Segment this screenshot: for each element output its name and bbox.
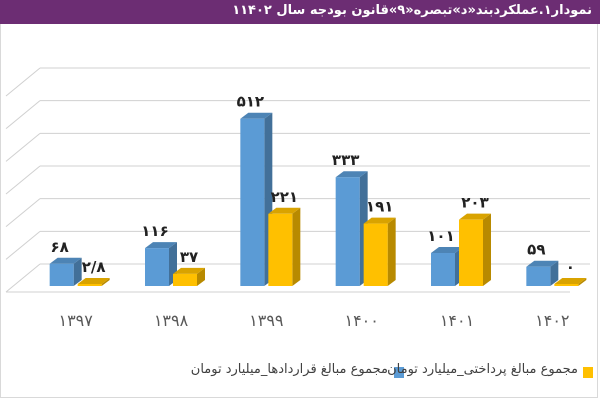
bar-top — [49, 257, 82, 264]
bar-chart: ۶۸ ۲/۸ ۱۱۶ ۳۷ ۵۱۲ ۲۲۱ ۳۳۳ ۱۹۱ ۱۰۱ ۲۰۳ ۵۹ ۰ ۱۳۹۷ ۱۳۹۸… — [5, 67, 590, 330]
legend-label-series1: مجموع مبالغ قراردادها_میلیارد تومان — [190, 362, 388, 377]
bar-2-0 — [77, 278, 110, 286]
bar-top — [173, 267, 205, 274]
bar-front — [173, 273, 197, 286]
legend: مجموع مبالغ قراردادها_میلیارد تومان مجمو… — [0, 358, 600, 386]
bar-top — [268, 207, 301, 214]
bar-2-3 — [363, 217, 396, 286]
grid-line-left — [5, 263, 41, 293]
bar-side — [101, 278, 110, 286]
bar-front — [240, 118, 265, 286]
data-label: ۲/۸ — [82, 258, 106, 276]
bar-front — [459, 219, 483, 286]
bar-top — [459, 213, 491, 220]
bar-top — [363, 217, 396, 224]
bar-1-0 — [49, 257, 82, 286]
category-label: ۱۴۰۱ — [440, 311, 474, 330]
legend-swatch-series1 — [394, 367, 404, 378]
bar-front — [335, 177, 360, 286]
data-label: ۶۸ — [51, 238, 69, 256]
bar-2-1 — [173, 267, 205, 286]
bar-side — [483, 213, 491, 286]
bar-front — [554, 284, 579, 286]
bar-side — [197, 267, 205, 286]
bar-2-5 — [554, 278, 587, 286]
bar-side — [578, 278, 587, 286]
category-label: ۱۴۰۰ — [344, 311, 378, 330]
grid-line-left — [5, 230, 41, 260]
bar-front — [77, 284, 102, 286]
bar-front — [145, 248, 169, 286]
bar-front — [268, 213, 293, 286]
legend-label-series2: مجموع مبالغ پرداختی_میلیارد تومان — [387, 362, 578, 377]
bar-top — [77, 278, 110, 284]
data-label: ۳۷ — [180, 248, 198, 266]
category-label: ۱۳۹۹ — [249, 311, 283, 330]
bar-1-5 — [526, 260, 559, 286]
data-label: ۵۹ — [527, 241, 545, 259]
bar-1-3 — [335, 171, 368, 286]
grid-layer — [5, 67, 590, 293]
grid-line-left — [5, 132, 41, 162]
bar-1-2 — [240, 112, 273, 286]
data-label: ۰ — [566, 258, 575, 276]
data-label: ۱۰۱ — [427, 227, 454, 245]
bar-front — [526, 266, 551, 286]
legend-item-series1: مجموع مبالغ قراردادها_میلیارد تومان — [191, 362, 388, 382]
data-label: ۱۹۱ — [366, 198, 393, 216]
category-ticks-layer: ۱۳۹۷ ۱۳۹۸ ۱۳۹۹ ۱۴۰۰ ۱۴۰۱ ۱۴۰۲ — [58, 311, 569, 330]
category-label: ۱۳۹۷ — [58, 311, 93, 330]
bar-top — [554, 278, 587, 284]
data-label: ۱۱۶ — [141, 222, 168, 240]
data-label: ۲۲۱ — [271, 188, 298, 206]
data-label: ۳۳۳ — [332, 151, 359, 169]
bar-side — [550, 260, 559, 286]
bar-top — [526, 260, 559, 267]
legend-swatch-series2 — [583, 367, 593, 378]
bars-layer — [49, 112, 587, 286]
bar-1-1 — [145, 242, 177, 286]
bar-top — [431, 247, 463, 254]
bar-top — [335, 171, 368, 178]
grid-line-left — [5, 100, 41, 130]
grid-line-left — [5, 165, 41, 195]
bar-2-4 — [459, 213, 491, 286]
grid-line-left — [5, 198, 41, 228]
data-label: ۲۰۳ — [461, 194, 488, 212]
bar-1-4 — [431, 247, 463, 286]
bar-side — [292, 207, 301, 286]
bar-top — [240, 112, 273, 119]
bar-side — [73, 257, 82, 286]
category-label: ۱۳۹۸ — [154, 311, 189, 330]
bar-front — [431, 253, 455, 286]
chart-title: نمودار۱.عملکردبند«د»تبصره«۹»قانون بودجه … — [232, 3, 592, 18]
bar-top — [145, 242, 177, 249]
data-label: ۵۱۲ — [237, 93, 264, 111]
bar-2-2 — [268, 207, 301, 286]
title-bar: نمودار۱.عملکردبند«د»تبصره«۹»قانون بودجه … — [0, 0, 600, 24]
legend-item-series2: مجموع مبالغ پرداختی_میلیارد تومان — [387, 362, 578, 382]
grid-line-left — [5, 67, 41, 97]
bar-side — [387, 217, 396, 286]
bar-front — [49, 263, 74, 286]
bar-front — [363, 223, 388, 286]
category-label: ۱۴۰۲ — [535, 311, 569, 330]
data-labels-layer: ۶۸ ۲/۸ ۱۱۶ ۳۷ ۵۱۲ ۲۲۱ ۳۳۳ ۱۹۱ ۱۰۱ ۲۰۳ ۵۹ ۰ — [51, 93, 575, 276]
